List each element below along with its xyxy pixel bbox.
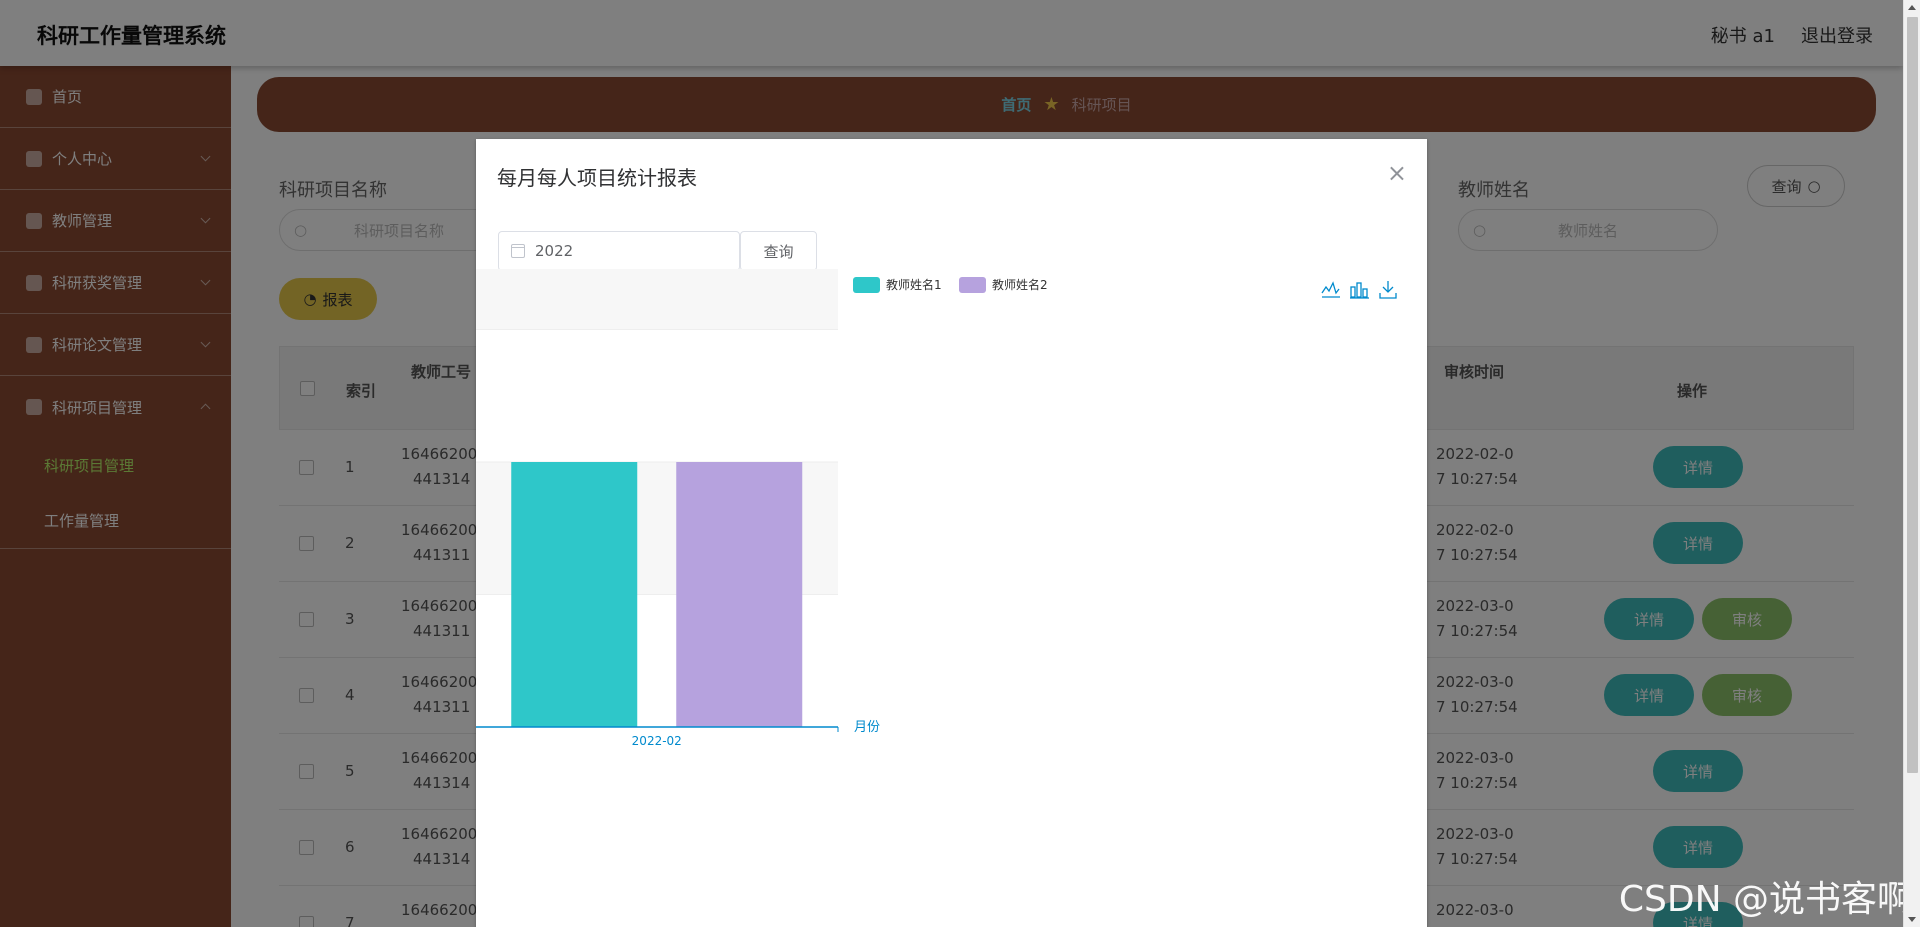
calendar-icon <box>511 244 525 258</box>
bar-chart-icon <box>1350 282 1369 299</box>
scroll-down-arrow-icon[interactable] <box>1908 917 1916 922</box>
dialog-title: 每月每人项目统计报表 <box>497 166 697 190</box>
bar <box>676 462 803 727</box>
year-picker-value: 2022 <box>535 242 574 260</box>
bar-chart-icon-bar <box>1356 282 1362 298</box>
x-axis-label: 月份 <box>854 720 880 735</box>
close-icon[interactable]: × <box>1386 159 1407 187</box>
download-icon-arrow <box>1382 286 1394 293</box>
download-icon-tray <box>1379 293 1397 299</box>
legend-label: 教师姓名2 <box>992 277 1048 292</box>
download-icon <box>1379 281 1397 299</box>
report-dialog: 每月每人项目统计报表 × 2022 查询 00.511.522022-03202… <box>476 139 1427 927</box>
x-tick-label: 2022-02 <box>632 734 682 748</box>
bar-chart-icon-bar <box>1362 288 1368 298</box>
scrollbar-thumb[interactable] <box>1907 17 1918 773</box>
split-area-band <box>476 269 838 330</box>
dialog-query-button[interactable]: 查询 <box>740 231 817 271</box>
chart-legend: 教师姓名1 教师姓名2 <box>853 277 1048 293</box>
bar <box>511 462 638 727</box>
chart-axes: 00.511.522022-032022-02数量月份 <box>476 720 880 748</box>
legend-label: 教师姓名1 <box>886 277 942 292</box>
chart-toolbox <box>1321 281 1397 299</box>
bar-chart-icon-bar <box>1350 286 1356 298</box>
legend-swatch <box>853 277 880 293</box>
split-area-band <box>476 329 838 462</box>
page-scrollbar[interactable] <box>1903 0 1920 927</box>
scroll-up-arrow-icon[interactable] <box>1908 5 1916 10</box>
watermark: CSDN @说书客啊 <box>1618 879 1913 920</box>
bar-chart: 00.511.522022-032022-02数量月份 教师姓名1 教师姓名2 <box>476 269 1397 748</box>
line-chart-icon <box>1321 281 1340 298</box>
line-chart-icon-path <box>1321 281 1340 295</box>
year-picker[interactable]: 2022 <box>498 231 740 271</box>
legend-swatch <box>959 277 986 293</box>
chart-bars <box>511 462 803 727</box>
